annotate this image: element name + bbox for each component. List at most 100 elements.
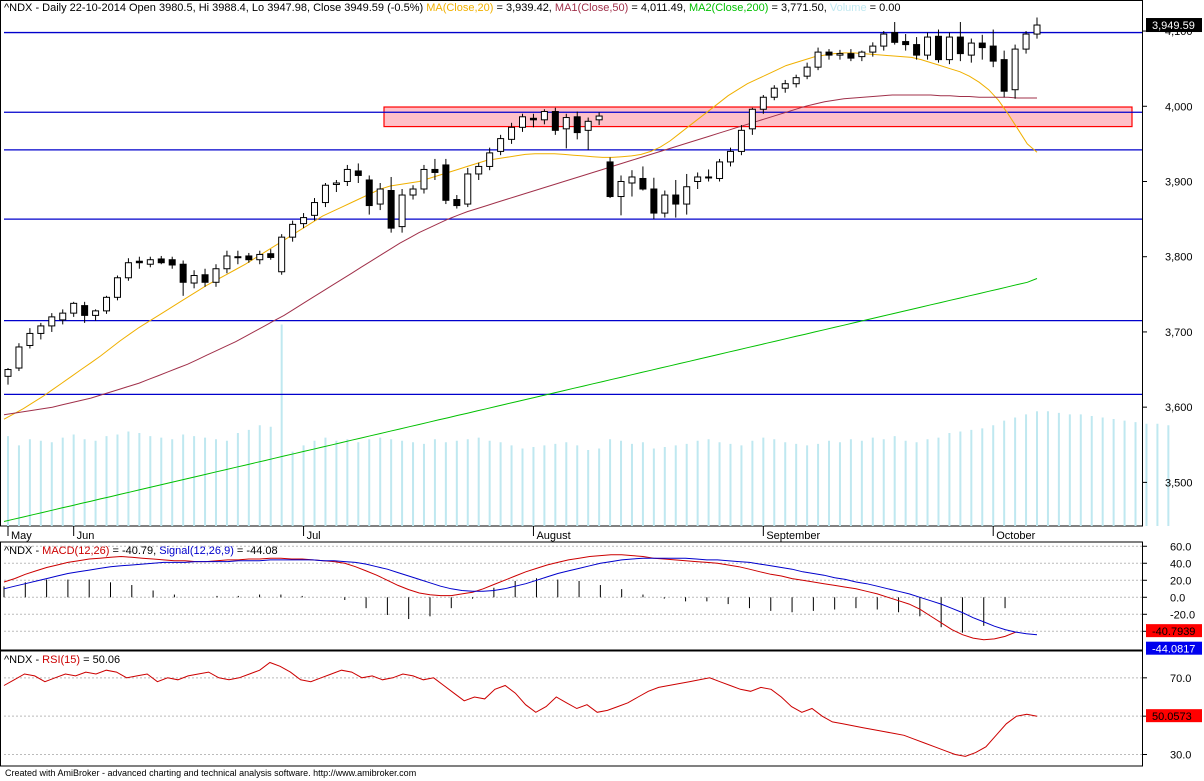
price-legend-ticker: ^NDX - Daily 22-10-2014 Open 3980.5, Hi … [4,2,424,14]
signal-value-box [1146,641,1202,655]
candle-body [748,108,756,130]
candle-body [256,253,264,261]
candle-body [726,150,734,163]
candle-body [814,51,822,68]
candle-body [343,168,351,182]
candle-body [409,188,417,196]
price-legend: ^NDX - Daily 22-10-2014 Open 3980.5, Hi … [4,2,901,14]
ma20-value: = 3,939.42, [493,2,555,14]
macd-tick-label: 0.0 [1170,592,1185,604]
candle-body [562,117,570,130]
candle-body [179,263,187,283]
candle-body [234,256,242,259]
candle-body [945,36,953,61]
ma20-label: MA(Close,20) [426,2,494,14]
candle-body [59,312,67,321]
candle-body [398,194,406,228]
candle-body [486,152,494,167]
volume-label: Volume [829,2,867,14]
candle-body [858,51,866,58]
macd-last-label: -40.7939 [1152,626,1195,638]
macd-legend: ^NDX - MACD(12,26) = -40.79, Signal(12,2… [4,545,278,557]
candle-body [606,161,614,198]
signal-line [3,557,1038,636]
candle-body [190,275,198,284]
ma50-label: MA1(Close,50) [554,2,629,14]
last-price-box [1146,18,1202,33]
macd-tick-label: 20.0 [1170,575,1191,587]
candle-body [759,96,767,110]
month-label: Jun [77,530,95,542]
candle-body [245,255,253,261]
ma200-label: MA2(Close,200) [688,2,769,14]
candle-body [978,42,986,49]
candle-body [694,176,702,182]
candle-body [387,190,395,229]
candle-body [924,36,932,56]
candle-body [420,168,428,190]
candle-body [1000,59,1008,92]
month-label: May [11,530,32,542]
candle-body [332,182,340,185]
candle-body [989,45,997,62]
rsi-last-label: 50.0573 [1152,711,1192,723]
rsi-frame [0,650,1143,767]
candle-body [672,194,680,205]
candle-body [661,194,669,214]
price-panel: 3,5003,6003,7003,8003,9004,0004,1003,949… [0,0,1202,542]
macd-panel: 60.040.020.00.0-20.0-40.0-40.7939-44.081… [0,541,1202,656]
candle-body [168,259,176,266]
candle-body [869,45,877,53]
candle-body [891,32,899,43]
candle-body [26,332,34,346]
candle-body [300,217,308,225]
candle-body [81,305,89,316]
candle-body [92,310,100,316]
candle-body [595,115,603,121]
candle-body [157,258,165,264]
candle-body [48,316,56,327]
candle-body [705,176,713,179]
candle-body [289,223,297,238]
price-tick-label: 3,600 [1165,402,1193,414]
rsi-value-box [1146,709,1202,723]
candle-body [781,83,789,89]
candle-body [803,66,811,77]
ma200-line [3,278,1038,522]
candle-body [70,302,78,314]
candle-body [880,33,888,47]
candle-body [508,126,516,140]
candle-body [497,138,505,152]
rsi-panel: 70.050.030.050.0573 [0,650,1202,767]
candle-body [37,325,45,334]
rsi-tick-label: 70.0 [1170,673,1191,685]
candle-body [825,51,833,56]
price-tick-label: 3,900 [1165,176,1193,188]
rsi-line [3,661,1038,757]
candle-body [376,188,384,205]
ma200-value: = 3,771.50, [768,2,830,14]
rsi-tick-label: 30.0 [1170,750,1191,762]
price-tick-label: 3,800 [1165,252,1193,264]
price-tick-label: 4,000 [1165,101,1193,113]
month-label: Jul [307,530,321,542]
candle-body [135,260,143,264]
volume-value: = 0.00 [866,2,901,14]
candle-body [431,168,439,173]
signal-label: Signal(12,26,9) [159,545,234,557]
candle-body [792,77,800,85]
candle-body [453,199,461,207]
candle-body [529,117,537,121]
macd-value: = -40.79, [109,545,160,557]
signal-value: = -44.08 [233,545,278,557]
candle-body [519,116,526,128]
candle-body [146,259,154,265]
candle-body [124,262,132,279]
candle-body [540,111,548,121]
macd-label: MACD(12,26) [42,545,110,557]
candle-body [934,35,942,61]
candle-body [902,41,910,46]
candle-body [201,274,209,283]
rsi-value: = 50.06 [80,654,121,666]
